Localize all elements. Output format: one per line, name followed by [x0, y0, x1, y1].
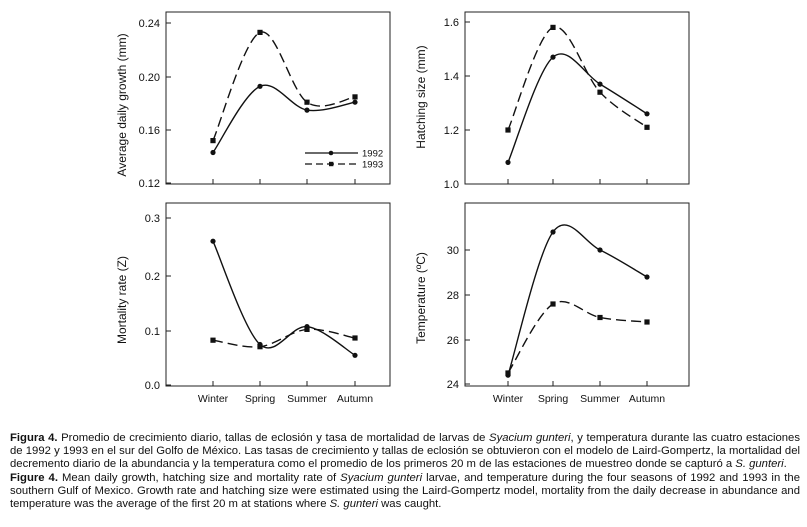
y-axis-label: Mortality rate (Z): [115, 256, 129, 344]
series-line-1992: [507, 53, 648, 163]
y-axis-label: Average daily growth (mm): [115, 33, 129, 176]
caption-en-text: Mean daily growth, hatching size and mor…: [57, 471, 341, 484]
caption-en-text: larvae, and temperature during the four …: [10, 471, 800, 511]
chart-panel: 24 26 28 30 Winter Spring Summer Autumn Temperat…: [414, 202, 690, 405]
data-point-1992: [352, 352, 358, 358]
chart-panel: 0.12 0.16 0.20 0.24 Average daily growth (mm…: [115, 11, 391, 190]
x-tick-label: Summer: [580, 393, 620, 405]
y-tick-label: 26: [447, 335, 459, 347]
legend-label: 1993: [362, 160, 383, 171]
caption-species: Syacium gunteri: [340, 471, 423, 484]
data-point-1993: [257, 29, 263, 35]
data-point-1992: [505, 159, 511, 165]
legend-label: 1992: [362, 149, 383, 160]
chart-panel: 1.0 1.2 1.4 1.6 Hatching size (mm): [414, 11, 690, 191]
figure-caption: Figura 4. Promedio de crecimiento diario…: [10, 432, 800, 511]
data-point-1993: [550, 24, 556, 30]
data-point-1993: [210, 138, 216, 144]
x-tick-label: Winter: [493, 393, 524, 405]
data-point-1993: [352, 94, 358, 100]
x-tick-label: Winter: [198, 393, 229, 405]
data-point-1993: [644, 319, 650, 325]
y-tick-label: 24: [447, 379, 459, 391]
chart-panel: 0.0 0.1 0.2 0.3 Winter Spring Summer Autumn Mort…: [115, 202, 391, 405]
y-tick-label: 30: [447, 245, 459, 257]
y-axis-label: Temperature (ºC): [414, 252, 428, 344]
plot-frame: [165, 202, 391, 387]
figure-panels: 0.12 0.16 0.20 0.24 Average daily growth (mm…: [115, 11, 690, 405]
plot-frame: [464, 11, 690, 185]
series-line-1993: [212, 31, 356, 141]
y-tick-label: 1.2: [444, 125, 459, 137]
y-tick-label: 0.24: [139, 18, 160, 30]
caption-es-label: Figura 4.: [10, 432, 58, 444]
series-line-1992: [212, 240, 356, 356]
data-point-1993: [597, 89, 603, 95]
data-point-1993: [597, 314, 603, 321]
caption-es-text: , y temperatura durante las cuatro estac…: [10, 432, 800, 471]
y-tick-label: 0.1: [145, 326, 160, 338]
y-tick-label: 0.2: [145, 271, 160, 283]
data-point-1992: [210, 149, 216, 156]
data-point-1993: [210, 337, 216, 343]
data-point-1993: [505, 370, 511, 376]
data-point-1992: [210, 238, 216, 244]
series-line-1993: [507, 301, 648, 374]
y-tick-label: 28: [447, 290, 459, 302]
y-tick-label: 1.6: [444, 17, 459, 29]
data-point-1993: [505, 127, 511, 133]
caption-en-label: Figure 4.: [10, 471, 58, 484]
y-tick-label: 0.12: [139, 178, 160, 190]
plot-frame: [165, 11, 391, 185]
y-tick-label: 0.0: [145, 380, 160, 392]
data-point-1993: [550, 301, 556, 307]
y-tick-label: 1.4: [444, 71, 459, 83]
series-line-1993: [212, 328, 356, 348]
data-point-1992: [644, 274, 650, 280]
data-point-1993: [257, 344, 263, 350]
y-tick-label: 0.20: [139, 72, 160, 84]
data-point-1992: [644, 111, 650, 117]
data-point-1993: [304, 326, 310, 332]
x-tick-label: Spring: [245, 393, 276, 405]
data-point-1992: [550, 54, 556, 60]
caption-species: S. gunteri: [329, 498, 378, 511]
legend-marker: [328, 150, 334, 156]
series-line-1992: [212, 84, 356, 153]
data-point-1992: [597, 81, 603, 87]
data-point-1992: [304, 107, 310, 113]
caption-species: S. gunteri: [735, 458, 784, 471]
caption-species: Syacium gunteri: [489, 432, 571, 444]
caption-es-text: .: [783, 458, 787, 471]
x-tick-label: Spring: [538, 393, 569, 405]
x-tick-label: Autumn: [337, 393, 373, 405]
x-tick-label: Summer: [287, 393, 327, 405]
legend-marker: [329, 161, 334, 167]
data-point-1992: [257, 83, 263, 89]
data-point-1993: [352, 335, 358, 341]
data-point-1993: [644, 124, 650, 130]
data-point-1992: [352, 99, 358, 105]
x-tick-label: Autumn: [629, 393, 665, 405]
y-tick-label: 1.0: [444, 179, 459, 191]
data-point-1992: [550, 229, 556, 235]
data-point-1992: [597, 247, 603, 253]
y-tick-label: 0.3: [145, 213, 160, 225]
caption-es-text: Promedio de crecimiento diario, tallas d…: [57, 432, 490, 444]
series-line-1993: [507, 26, 648, 131]
y-tick-label: 0.16: [139, 125, 160, 137]
y-axis-label: Hatching size (mm): [414, 45, 428, 148]
series-line-1992: [507, 224, 648, 376]
data-point-1993: [304, 99, 310, 105]
caption-en-text: was caught.: [377, 498, 442, 511]
